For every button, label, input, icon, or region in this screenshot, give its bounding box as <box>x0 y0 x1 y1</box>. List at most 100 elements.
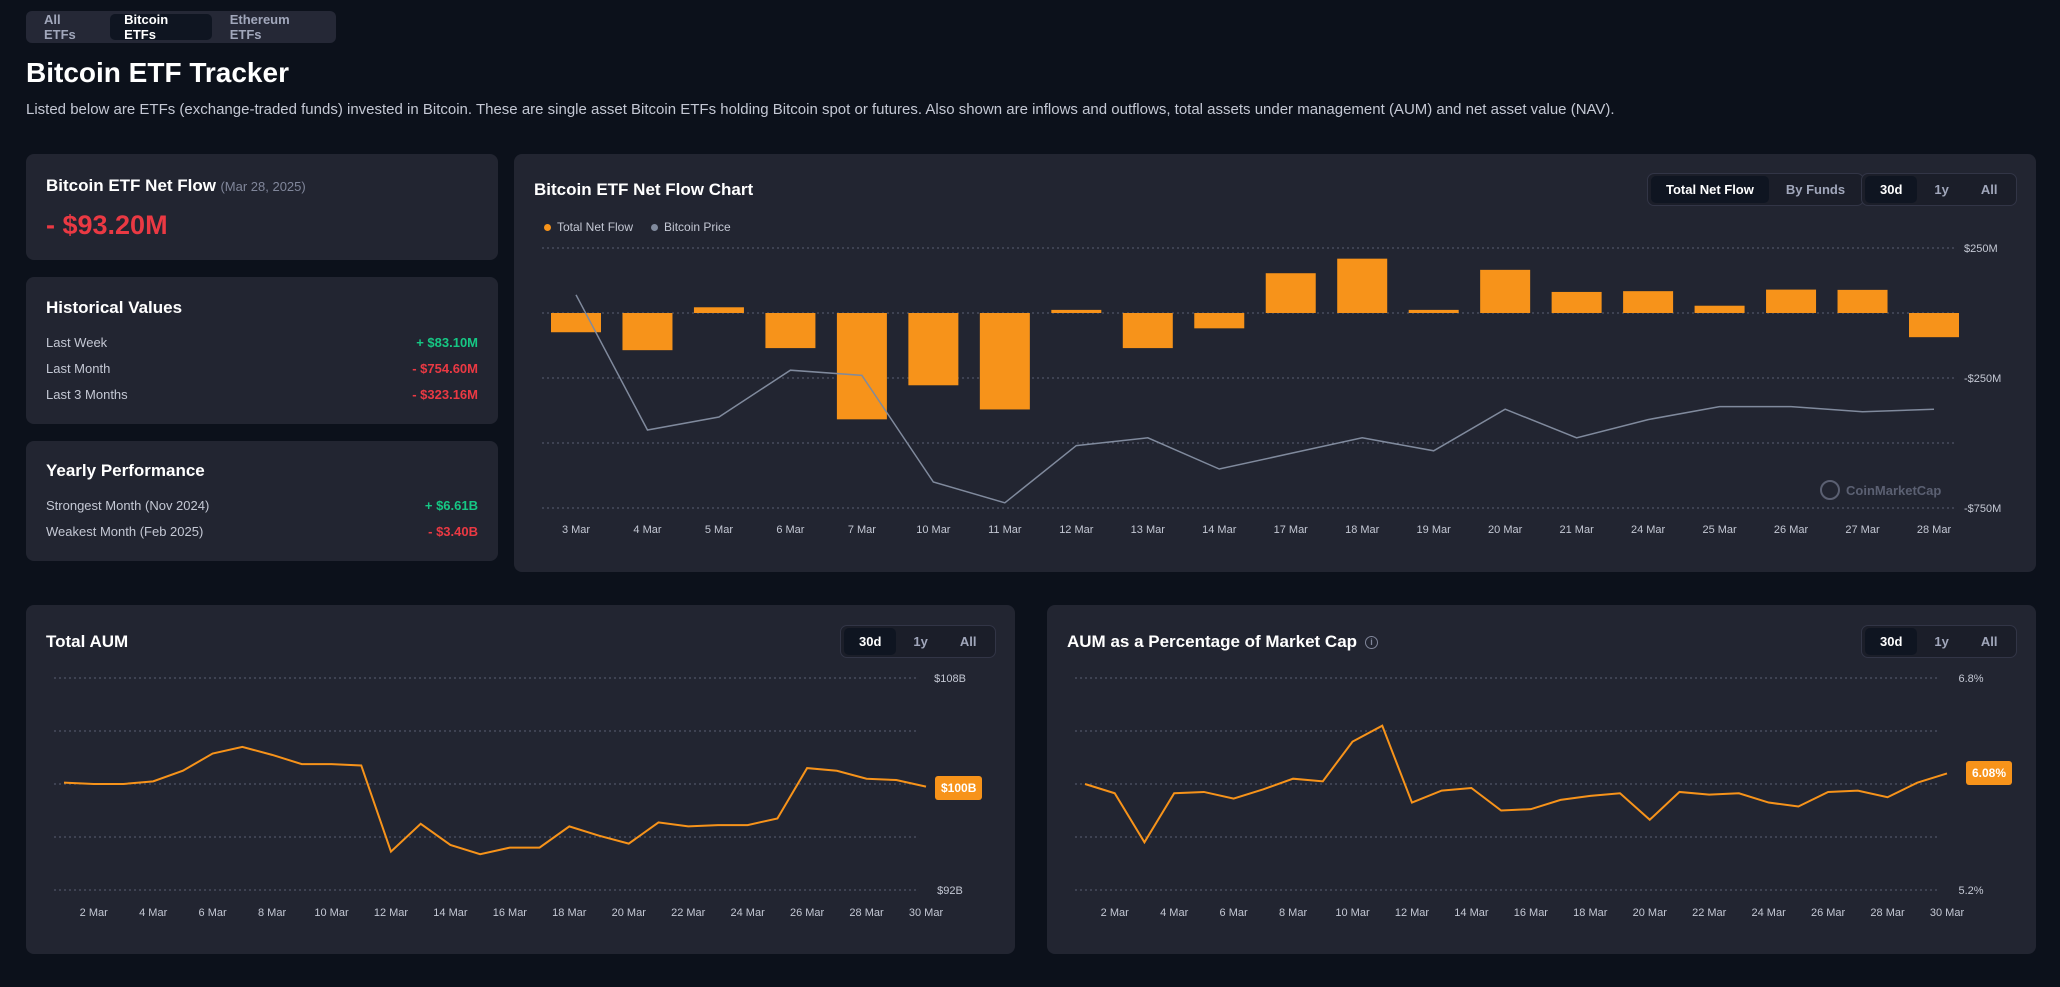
strongest-month-value: + $6.61B <box>424 498 478 513</box>
series-line <box>1084 724 1948 845</box>
y-tick-label: 5.2% <box>1958 885 1983 897</box>
total-aum-card: Total AUM 30d 1y All $108B $92B 2 Mar 4 Mar… <box>26 605 1015 954</box>
x-tick-label: 4 Mar <box>633 524 661 536</box>
net-flow-legend: Total Net Flow Bitcoin Price <box>544 220 731 234</box>
page-description: Listed below are ETFs (exchange-traded f… <box>26 101 1615 118</box>
x-tick-label: 19 Mar <box>1417 524 1452 536</box>
aum-range-30d-button[interactable]: 30d <box>844 628 897 655</box>
x-tick-label: 16 Mar <box>1514 907 1549 919</box>
tab-bitcoin-etfs[interactable]: Bitcoin ETFs <box>110 12 212 42</box>
net-flow-date: (Mar 28, 2025) <box>220 179 306 194</box>
historical-values-title: Historical Values <box>46 298 183 317</box>
by-funds-button[interactable]: By Funds <box>1785 182 1846 197</box>
x-tick-label: 22 Mar <box>671 907 706 919</box>
historical-values-card: Historical Values Last Week + $83.10M La… <box>26 277 498 424</box>
coinmarketcap-watermark: CoinMarketCap <box>1820 480 1941 500</box>
net-flow-bar <box>1122 313 1173 349</box>
x-tick-label: 26 Mar <box>1774 524 1809 536</box>
series-line <box>63 745 927 856</box>
legend-dot-gray <box>651 224 659 232</box>
aum-pct-header: AUM as a Percentage of Market Cap i <box>1067 632 1379 652</box>
net-flow-bar <box>1837 289 1888 313</box>
y-tick-label: $250M <box>1964 243 1998 255</box>
aum-pct-range-toggle: 30d 1y All <box>1861 625 2017 658</box>
x-tick-label: 10 Mar <box>1335 907 1370 919</box>
aum-current-label: $100B <box>935 776 983 800</box>
range-all-button[interactable]: All <box>1980 182 1998 197</box>
etf-type-tabs: All ETFs Bitcoin ETFs Ethereum ETFs <box>26 11 336 43</box>
aum-pct-range-1y-button[interactable]: 1y <box>1934 634 1949 649</box>
aum-pct-title: AUM as a Percentage of Market Cap <box>1067 632 1358 651</box>
legend-dot-orange <box>544 224 551 232</box>
aum-range-all-button[interactable]: All <box>959 634 977 649</box>
net-flow-bar <box>693 307 744 313</box>
x-tick-label: 20 Mar <box>612 907 647 919</box>
x-tick-label: 28 Mar <box>1917 524 1952 536</box>
x-tick-label: 10 Mar <box>314 907 349 919</box>
last-week-label: Last Week <box>46 335 108 350</box>
legend-total-net-flow[interactable]: Total Net Flow <box>544 220 633 234</box>
x-tick-label: 21 Mar <box>1560 524 1595 536</box>
range-1y-button[interactable]: 1y <box>1934 182 1949 197</box>
x-tick-label: 16 Mar <box>493 907 528 919</box>
aum-pct-current-label: 6.08% <box>1966 761 2013 785</box>
x-tick-label: 7 Mar <box>848 524 876 536</box>
x-tick-label: 12 Mar <box>1395 907 1430 919</box>
x-tick-label: 4 Mar <box>1160 907 1188 919</box>
legend-bitcoin-price[interactable]: Bitcoin Price <box>651 220 731 234</box>
x-tick-label: 3 Mar <box>562 524 590 536</box>
total-aum-title: Total AUM <box>46 632 129 651</box>
y-tick-label: $92B <box>937 885 963 897</box>
net-flow-bar <box>1766 289 1817 313</box>
aum-pct-range-all-button[interactable]: All <box>1980 634 1998 649</box>
x-tick-label: 6 Mar <box>1220 907 1248 919</box>
legend-total-net-flow-label: Total Net Flow <box>557 220 634 234</box>
x-tick-label: 24 Mar <box>1752 907 1787 919</box>
x-tick-label: 22 Mar <box>1692 907 1727 919</box>
net-flow-bar <box>1337 258 1388 313</box>
x-tick-label: 24 Mar <box>731 907 766 919</box>
last-month-label: Last Month <box>46 361 111 376</box>
net-flow-bar <box>1051 309 1102 313</box>
x-tick-label: 26 Mar <box>1811 907 1846 919</box>
aum-pct-chart: 6.8% 5.2% 2 Mar 4 Mar 6 Mar 8 Mar 10 Mar 12 Mar… <box>1075 673 1984 919</box>
net-flow-bar <box>1909 313 1959 338</box>
net-flow-card: Bitcoin ETF Net Flow (Mar 28, 2025) - $9… <box>26 154 498 260</box>
tab-all-etfs[interactable]: All ETFs <box>44 12 76 42</box>
x-tick-label: 20 Mar <box>1633 907 1668 919</box>
x-tick-label: 2 Mar <box>80 907 108 919</box>
net-flow-range-toggle: 30d 1y All <box>1861 173 2017 206</box>
tab-ethereum-etfs[interactable]: Ethereum ETFs <box>229 12 290 42</box>
net-flow-value: - $93.20M <box>46 210 168 240</box>
weakest-month-label: Weakest Month (Feb 2025) <box>46 524 204 539</box>
net-flow-bar <box>1194 313 1245 329</box>
strongest-month-label: Strongest Month (Nov 2024) <box>46 498 210 513</box>
x-tick-label: 27 Mar <box>1845 524 1880 536</box>
legend-bitcoin-price-label: Bitcoin Price <box>664 220 731 234</box>
x-tick-label: 28 Mar <box>1870 907 1905 919</box>
x-tick-label: 12 Mar <box>374 907 409 919</box>
bitcoin-price-line <box>575 294 1935 504</box>
x-tick-label: 13 Mar <box>1131 524 1166 536</box>
net-flow-bar <box>1551 291 1602 313</box>
x-tick-label: 10 Mar <box>916 524 951 536</box>
page-title: Bitcoin ETF Tracker <box>26 57 289 88</box>
total-aum-chart: $108B $92B 2 Mar 4 Mar 6 Mar 8 Mar 10 Mar 12 Ma… <box>54 673 966 919</box>
aum-range-1y-button[interactable]: 1y <box>913 634 928 649</box>
x-tick-label: 5 Mar <box>705 524 733 536</box>
x-tick-label: 18 Mar <box>552 907 587 919</box>
x-tick-label: 20 Mar <box>1488 524 1523 536</box>
net-flow-chart-card: Bitcoin ETF Net Flow Chart Total Net Flo… <box>514 154 2036 572</box>
x-tick-label: 18 Mar <box>1573 907 1608 919</box>
aum-pct-card: AUM as a Percentage of Market Cap i 30d … <box>1047 605 2036 954</box>
range-30d-button[interactable]: 30d <box>1865 176 1918 203</box>
x-tick-label: 8 Mar <box>258 907 286 919</box>
net-flow-bar <box>908 313 959 386</box>
net-flow-bar <box>1408 309 1459 313</box>
info-icon[interactable]: i <box>1365 635 1379 649</box>
y-tick-label: $108B <box>934 673 966 685</box>
aum-pct-range-30d-button[interactable]: 30d <box>1865 628 1918 655</box>
x-tick-label: 8 Mar <box>1279 907 1307 919</box>
total-net-flow-button[interactable]: Total Net Flow <box>1651 176 1769 203</box>
net-flow-bar <box>836 313 887 420</box>
